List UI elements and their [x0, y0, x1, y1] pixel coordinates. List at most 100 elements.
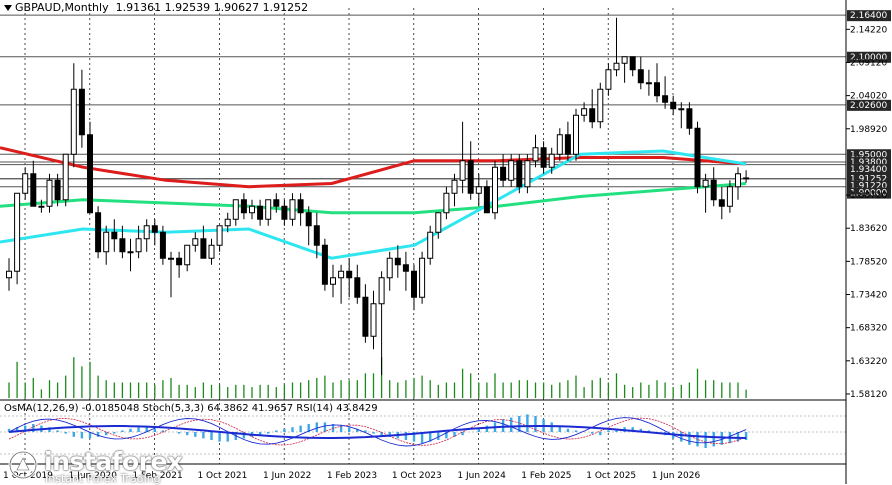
candle-body[interactable] [500, 166, 507, 181]
candle-body[interactable] [492, 166, 498, 214]
candle-body[interactable] [670, 101, 677, 110]
price-label[interactable]: 2.04020 [850, 92, 887, 102]
candle-body[interactable] [516, 160, 523, 188]
candle-body[interactable] [597, 88, 604, 123]
candle-body[interactable] [257, 205, 264, 220]
level-label-box[interactable] [847, 10, 891, 22]
candle-body[interactable] [362, 296, 369, 337]
candle-body[interactable] [467, 160, 474, 194]
candlesticks[interactable] [6, 17, 750, 376]
candle-body[interactable] [637, 69, 644, 84]
candle-body[interactable] [135, 238, 142, 253]
level-label[interactable]: 1.90000 [850, 189, 887, 199]
candle-body[interactable] [508, 160, 515, 181]
candle-body[interactable] [743, 177, 750, 180]
candle-body[interactable] [289, 199, 296, 220]
candle-body[interactable] [330, 277, 336, 285]
candle-body[interactable] [605, 69, 612, 90]
price-label[interactable]: 1.63220 [850, 357, 887, 367]
candle-body[interactable] [232, 199, 239, 220]
candle-body[interactable] [321, 244, 328, 285]
candle-body[interactable] [524, 160, 531, 188]
time-label[interactable]: 1 Oct 2025 [586, 471, 636, 481]
candle-body[interactable] [378, 277, 385, 305]
candle-body[interactable] [548, 153, 555, 168]
candle-body[interactable] [192, 238, 199, 246]
candle-body[interactable] [6, 270, 12, 279]
candle-body[interactable] [216, 225, 223, 246]
candle-body[interactable] [662, 95, 669, 103]
candle-body[interactable] [168, 257, 174, 260]
price-label[interactable]: 2.09120 [850, 58, 887, 68]
level-label-box[interactable] [847, 180, 891, 192]
candle-body[interactable] [451, 179, 458, 194]
price-label[interactable]: 1.68320 [850, 324, 887, 334]
time-label[interactable]: 1 Feb 2025 [521, 471, 571, 481]
candle-body[interactable] [297, 199, 304, 214]
candle-body[interactable] [240, 199, 247, 214]
candle-body[interactable] [573, 114, 579, 155]
oscillator-pane[interactable] [0, 399, 846, 455]
price-label[interactable]: 1.83620 [850, 224, 887, 234]
time-label[interactable]: 1 Feb 2023 [327, 471, 377, 481]
level-label-box[interactable] [847, 173, 891, 185]
candle-body[interactable] [621, 56, 628, 64]
time-label[interactable]: 1 Oct 2023 [392, 471, 442, 481]
level-label[interactable]: 1.93800 [850, 158, 887, 168]
candle-body[interactable] [564, 134, 571, 155]
level-label[interactable]: 1.91220 [850, 182, 887, 192]
candle-body[interactable] [540, 147, 547, 168]
candle-body[interactable] [14, 192, 21, 272]
time-label[interactable]: 1 Jun 2020 [69, 471, 118, 481]
candle-body[interactable] [46, 179, 53, 207]
candle-body[interactable] [402, 264, 409, 272]
candle-body[interactable] [176, 257, 183, 266]
candle-body[interactable] [735, 173, 741, 188]
candle-body[interactable] [70, 88, 77, 155]
time-label[interactable]: 1 Oct 2021 [197, 471, 247, 481]
level-label[interactable]: 2.16400 [850, 11, 887, 21]
level-label-box[interactable] [847, 99, 891, 111]
price-label[interactable]: 1.73420 [850, 291, 887, 301]
level-label-box[interactable] [847, 149, 891, 161]
level-label[interactable]: 1.93400 [850, 165, 887, 175]
candle-body[interactable] [184, 244, 191, 266]
candle-body[interactable] [556, 134, 563, 155]
candle-body[interactable] [249, 205, 255, 214]
candle-body[interactable] [111, 231, 118, 240]
candle-body[interactable] [95, 212, 102, 253]
candle-body[interactable] [386, 257, 393, 279]
candle-body[interactable] [62, 153, 69, 201]
candle-body[interactable] [346, 270, 353, 279]
candle-body[interactable] [411, 270, 417, 298]
candle-body[interactable] [38, 205, 45, 208]
candle-body[interactable] [613, 62, 620, 71]
candle-body[interactable] [435, 212, 442, 233]
candle-body[interactable] [200, 238, 207, 259]
price-axis[interactable]: 2.14220 2.09120 2.04020 1.98920 1.88720 1.836… [845, 0, 887, 484]
candle-body[interactable] [151, 225, 158, 233]
candle-body[interactable] [459, 160, 466, 181]
price-label[interactable]: 1.98920 [850, 125, 887, 135]
candle-body[interactable] [370, 303, 377, 337]
candle-body[interactable] [338, 270, 345, 279]
level-label-box[interactable] [847, 157, 891, 169]
candle-body[interactable] [208, 244, 215, 259]
candle-body[interactable] [87, 134, 93, 214]
level-label-box[interactable] [847, 187, 891, 199]
level-label[interactable]: 2.02600 [850, 101, 887, 111]
candle-body[interactable] [30, 173, 37, 207]
price-label[interactable]: 2.14220 [850, 25, 887, 35]
candle-body[interactable] [103, 231, 110, 253]
level-label-box[interactable] [847, 164, 891, 176]
price-label[interactable]: 1.88720 [850, 191, 887, 201]
candle-body[interactable] [78, 88, 85, 136]
time-label[interactable]: 1 Jun 2024 [457, 471, 506, 481]
candle-body[interactable] [532, 147, 539, 162]
candle-body[interactable] [726, 186, 733, 207]
candle-body[interactable] [143, 225, 150, 240]
candle-body[interactable] [281, 205, 288, 220]
candle-body[interactable] [686, 108, 693, 129]
candle-body[interactable] [159, 231, 166, 259]
